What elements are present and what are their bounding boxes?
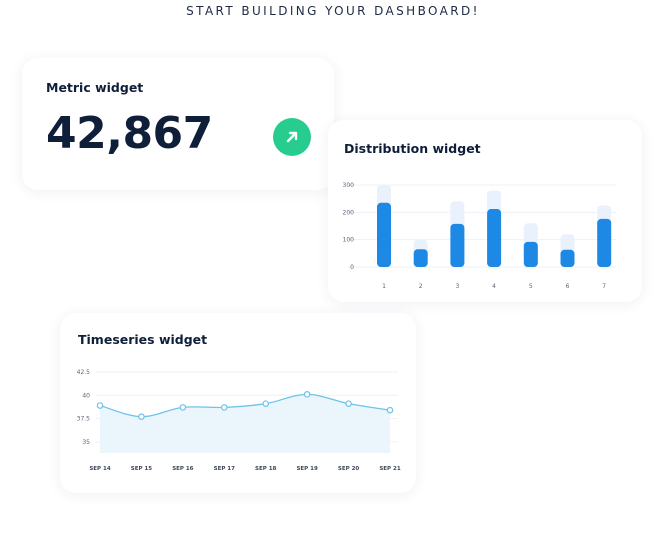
metric-widget-title: Metric widget [46,80,144,95]
trend-button[interactable] [273,118,311,156]
x-tick-label: 5 [529,283,533,290]
x-tick-label: 7 [602,283,606,290]
bar [413,249,428,267]
bar [487,209,502,267]
data-point [220,404,228,411]
x-tick-label: 1 [382,283,386,290]
arrow-up-right-icon [286,131,298,143]
bar [597,218,612,267]
y-tick-label: 37.5 [77,416,91,423]
y-tick-label: 0 [350,264,354,271]
x-tick-label: SEP 19 [296,466,317,472]
bar [523,241,538,267]
data-point [345,400,352,407]
bar [377,202,391,267]
y-tick-label: 100 [343,237,355,244]
x-tick-label: SEP 20 [338,466,359,472]
x-tick-label: 6 [566,283,570,290]
timeseries-chart: 42.5 40 37.5 35 SEP 14 SEP 15 SEP 16 SEP 17 SEP … [77,369,401,472]
x-tick-label: SEP 15 [131,466,152,472]
x-tick-label: SEP 16 [172,466,193,472]
page-headline: START BUILDING YOUR DASHBOARD! [186,4,480,18]
x-tick-label: SEP 17 [214,466,235,472]
data-point [138,413,145,420]
x-tick-label: 4 [492,283,496,290]
x-tick-label: SEP 21 [379,466,400,472]
metric-value: 42,867 [46,108,213,159]
y-tick-label: 40 [82,392,90,399]
distribution-widget-title: Distribution widget [344,141,481,156]
distribution-widget[interactable]: Distribution widget 0 100 200 300 1 2 3 4 5 6 7 [328,120,642,302]
data-point [303,391,311,398]
timeseries-widget-title: Timeseries widget [78,332,208,347]
y-tick-label: 42.5 [77,369,91,376]
y-tick-label: 200 [343,209,355,216]
x-tick-label: 2 [419,283,423,290]
data-point [96,402,104,409]
x-tick-label: 3 [455,283,459,290]
metric-widget[interactable]: Metric widget 42,867 [22,58,334,190]
timeseries-widget[interactable]: Timeseries widget 42.5 40 37.5 35 SEP 14 SEP … [60,313,416,493]
distribution-chart: 0 100 200 300 1 2 3 4 5 6 7 [343,182,616,290]
data-point [262,400,270,407]
y-tick-label: 300 [343,182,355,189]
y-tick-label: 35 [82,439,90,446]
x-tick-label: SEP 14 [89,466,110,472]
x-tick-label: SEP 18 [255,466,276,472]
data-point [386,406,394,414]
data-point [179,404,187,411]
series-line [99,393,391,418]
bar [450,223,465,267]
series-area [100,394,390,453]
bar [560,249,575,267]
